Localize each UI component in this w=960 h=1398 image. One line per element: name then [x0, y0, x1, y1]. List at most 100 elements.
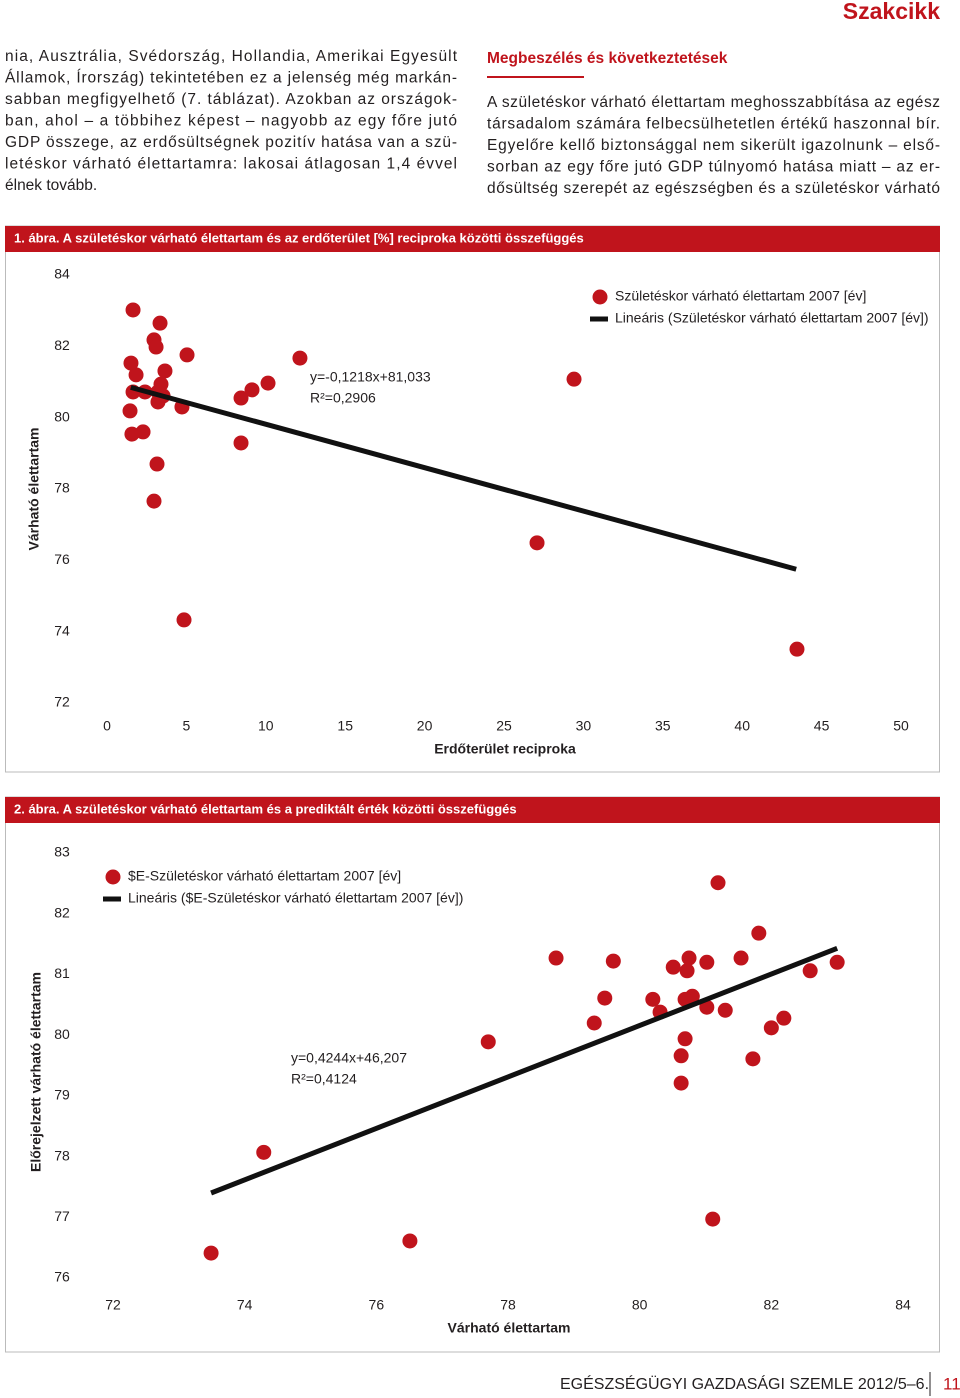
- page-number: 11: [943, 1374, 960, 1393]
- legend-label: $E-Születéskor várható élettartam 2007 […: [128, 868, 401, 884]
- x-axis-label: Várható élettartam: [448, 1320, 571, 1336]
- data-point: [710, 875, 726, 891]
- body-line: élnek tovább.: [5, 177, 97, 194]
- y-tick-label: 77: [54, 1208, 70, 1224]
- data-point: [480, 1034, 496, 1050]
- figure-title-bar: [5, 797, 940, 823]
- x-tick-label: 5: [183, 718, 191, 734]
- y-axis-label: Várható élettartam: [26, 428, 42, 551]
- data-point: [176, 612, 192, 628]
- data-point: [605, 953, 621, 969]
- body-line: sabban megfigyelhető (7. táblázat). Azok…: [5, 91, 457, 108]
- body-line: ban, ahol – a többihez képest – nagyobb …: [5, 113, 457, 130]
- data-point: [745, 1051, 761, 1067]
- data-point: [673, 1075, 689, 1091]
- y-tick-label: 82: [54, 904, 70, 920]
- figure-title-bar: [5, 226, 940, 252]
- data-point: [751, 925, 767, 941]
- data-point: [128, 367, 144, 383]
- figure-frame: [5, 225, 940, 773]
- data-point: [789, 641, 805, 657]
- section-heading: Megbeszélés és következtetések: [487, 50, 728, 67]
- data-point: [776, 1010, 792, 1026]
- data-point: [566, 371, 582, 387]
- x-tick-label: 15: [337, 718, 353, 734]
- legend-label: Születéskor várható élettartam 2007 [év]: [615, 288, 866, 304]
- data-point: [124, 426, 140, 442]
- footer-journal: EGÉSZSÉGÜGYI GAZDASÁGI SZEMLE 2012/5–6.: [560, 1374, 929, 1393]
- x-tick-label: 10: [258, 718, 274, 734]
- data-point: [802, 963, 818, 979]
- y-tick-label: 80: [54, 1026, 70, 1042]
- data-point: [679, 963, 695, 979]
- data-point: [402, 1233, 418, 1249]
- body-line: GDP összege, az erdősültségnek pozitív h…: [5, 134, 457, 151]
- body-line: Államok, Írország) tekintetében ez a jel…: [5, 70, 457, 87]
- data-point: [125, 302, 141, 318]
- body-line: Egyelőre kellő biztonsággal nem sikerült…: [487, 137, 940, 154]
- x-tick-label: 35: [655, 718, 671, 734]
- data-point: [705, 1211, 721, 1227]
- legend-swatch: [592, 289, 608, 305]
- data-point: [645, 991, 661, 1007]
- y-tick-label: 83: [54, 844, 70, 860]
- data-point: [179, 347, 195, 363]
- data-point: [157, 363, 173, 379]
- data-point: [733, 950, 749, 966]
- body-line: társadalom számára felbecsülhetetlen ért…: [487, 116, 940, 133]
- x-tick-label: 74: [237, 1297, 253, 1313]
- figure-title: 1. ábra. A születéskor várható élettarta…: [14, 230, 584, 245]
- data-point: [665, 959, 681, 975]
- y-tick-label: 78: [54, 1147, 70, 1163]
- data-point: [681, 950, 697, 966]
- data-point: [597, 990, 613, 1006]
- data-point: [586, 1015, 602, 1031]
- body-line: letéskor várható élettartamra: lakosai á…: [5, 156, 457, 173]
- legend-label: Lineáris ($E-Születéskor várható élettar…: [128, 890, 463, 906]
- x-tick-label: 78: [500, 1297, 516, 1313]
- x-tick-label: 0: [103, 718, 111, 734]
- annotation: R²=0,4124: [291, 1071, 357, 1087]
- x-tick-label: 25: [496, 718, 512, 734]
- x-axis-label: Erdőterület reciproka: [434, 741, 576, 757]
- data-point: [677, 1031, 693, 1047]
- data-point: [233, 390, 249, 406]
- y-tick-label: 74: [54, 622, 70, 638]
- trend-line: [210, 945, 839, 1196]
- x-tick-label: 40: [734, 718, 750, 734]
- data-point: [148, 339, 164, 355]
- section-label: Szakcikk: [843, 0, 940, 24]
- data-point: [146, 493, 162, 509]
- legend-swatch: [105, 869, 121, 885]
- data-point: [244, 382, 260, 398]
- data-point: [203, 1245, 219, 1261]
- data-point: [122, 403, 138, 419]
- x-tick-label: 84: [895, 1297, 911, 1313]
- y-axis-label: Előrejelzett várható élettartam: [28, 972, 44, 1172]
- annotation: y=-0,1218x+81,033: [310, 369, 431, 385]
- y-tick-label: 80: [54, 408, 70, 424]
- annotation: R²=0,2906: [310, 390, 376, 406]
- data-point: [673, 1048, 689, 1064]
- data-point: [717, 1002, 733, 1018]
- data-point: [699, 954, 715, 970]
- x-tick-label: 45: [814, 718, 830, 734]
- legend-label: Lineáris (Születéskor várható élettartam…: [615, 310, 929, 326]
- figure-title: 2. ábra. A születéskor várható élettarta…: [14, 801, 517, 816]
- y-tick-label: 79: [54, 1087, 70, 1103]
- data-point: [152, 315, 168, 331]
- x-tick-label: 82: [764, 1297, 780, 1313]
- data-point: [233, 435, 249, 451]
- data-point: [548, 950, 564, 966]
- y-tick-label: 76: [54, 1269, 70, 1285]
- x-tick-label: 20: [417, 718, 433, 734]
- y-tick-label: 84: [54, 266, 70, 282]
- trend-line: [130, 384, 797, 572]
- y-tick-label: 81: [54, 965, 70, 981]
- data-point: [677, 991, 693, 1007]
- annotation: y=0,4244x+46,207: [291, 1050, 407, 1066]
- x-tick-label: 50: [893, 718, 909, 734]
- data-point: [135, 424, 151, 440]
